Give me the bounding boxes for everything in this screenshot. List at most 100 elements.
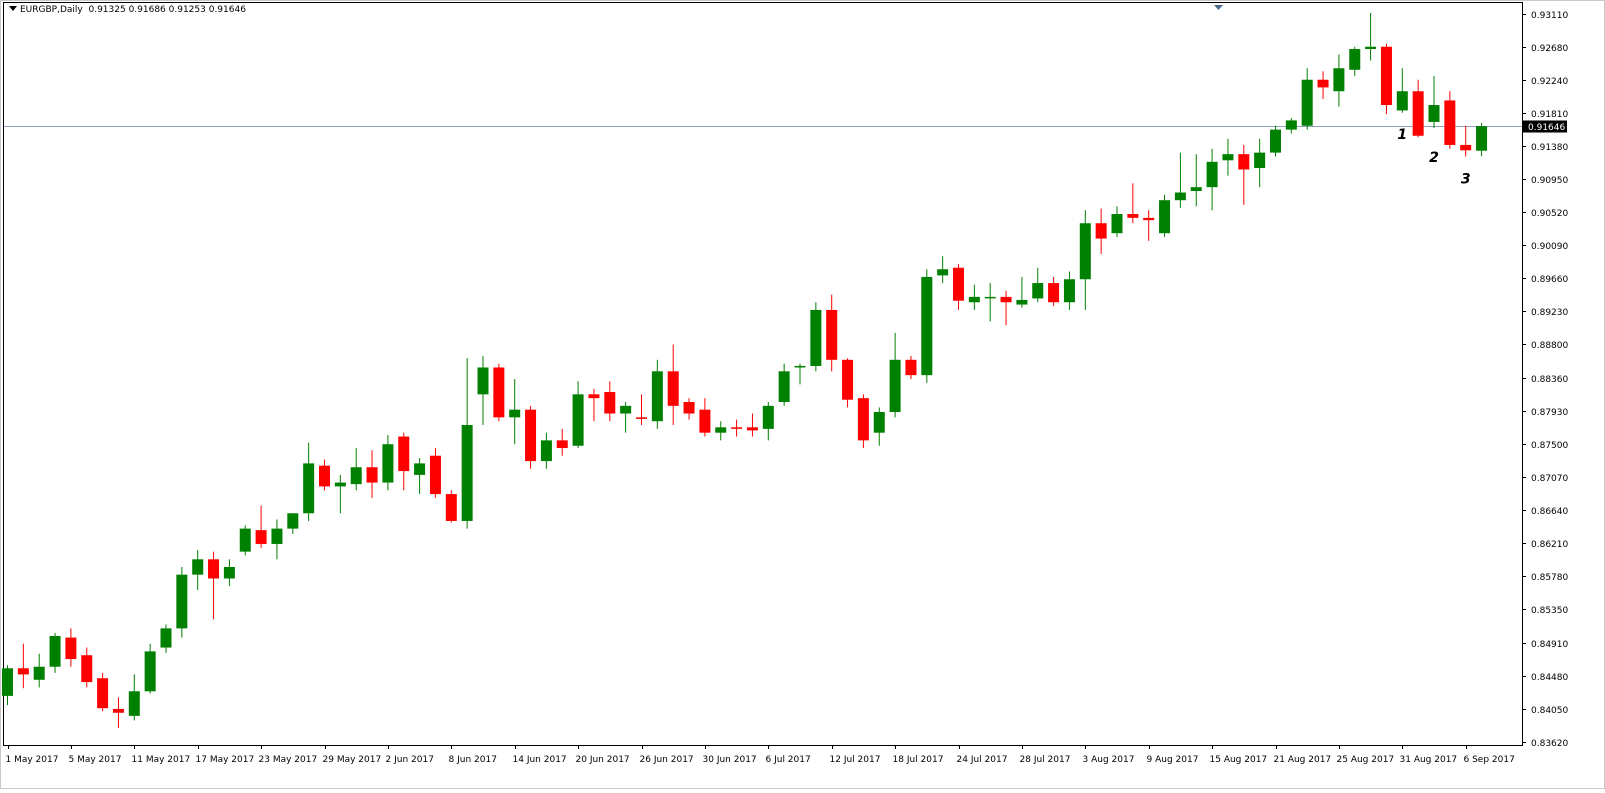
candle[interactable] [303, 442, 315, 521]
candle[interactable] [540, 432, 552, 469]
shift-marker-icon[interactable] [1214, 5, 1223, 10]
candle-body [762, 405, 774, 429]
candle[interactable] [1460, 125, 1472, 157]
candle[interactable] [715, 421, 727, 441]
candle[interactable] [1301, 68, 1313, 130]
candle[interactable] [81, 647, 93, 688]
candle[interactable] [826, 294, 838, 372]
candle[interactable] [1079, 210, 1091, 310]
candle[interactable] [477, 355, 489, 426]
candle[interactable] [461, 358, 473, 529]
candle[interactable] [287, 513, 299, 534]
candle[interactable] [382, 435, 394, 491]
candle[interactable] [636, 394, 647, 426]
dropdown-triangle-icon[interactable] [9, 6, 17, 11]
candle[interactable] [889, 332, 901, 418]
candle[interactable] [873, 407, 885, 446]
candle[interactable] [1000, 290, 1012, 326]
candle[interactable] [1222, 138, 1234, 176]
candle[interactable] [1365, 12, 1377, 61]
candle[interactable] [33, 653, 45, 688]
candle[interactable] [271, 519, 283, 560]
candle[interactable] [1159, 194, 1171, 238]
candle[interactable] [414, 458, 426, 495]
candle[interactable] [1111, 206, 1123, 238]
candle[interactable] [525, 405, 537, 469]
candle[interactable] [1238, 144, 1250, 205]
candle[interactable] [1349, 46, 1361, 76]
candle[interactable] [239, 525, 251, 556]
candle[interactable] [255, 505, 267, 548]
candle[interactable] [953, 263, 964, 310]
candle[interactable] [429, 448, 441, 498]
candle[interactable] [366, 450, 378, 498]
candle[interactable] [699, 398, 711, 437]
candle[interactable] [112, 697, 124, 729]
candle[interactable] [1444, 91, 1456, 149]
candle[interactable] [160, 624, 172, 653]
candle[interactable] [683, 398, 695, 420]
candle[interactable] [509, 378, 521, 445]
candle[interactable] [810, 302, 822, 372]
candle[interactable] [17, 643, 29, 689]
candle[interactable] [857, 394, 869, 449]
candle[interactable] [208, 551, 220, 620]
candle[interactable] [1285, 118, 1297, 134]
candle[interactable] [1063, 271, 1075, 310]
candle[interactable] [1270, 125, 1281, 157]
candle[interactable] [572, 381, 584, 449]
candle[interactable] [921, 269, 933, 383]
candle[interactable] [762, 402, 774, 441]
candle[interactable] [604, 381, 616, 422]
candle[interactable] [984, 283, 996, 322]
candle[interactable] [842, 358, 854, 408]
candle[interactable] [223, 559, 235, 587]
candle[interactable] [319, 459, 330, 491]
candle[interactable] [556, 428, 568, 456]
candle[interactable] [1143, 210, 1155, 241]
candle[interactable] [778, 363, 790, 406]
candle[interactable] [128, 674, 140, 721]
candle[interactable] [1333, 54, 1345, 107]
candle[interactable] [2, 665, 13, 706]
candle[interactable] [49, 632, 61, 673]
candle[interactable] [1190, 154, 1202, 207]
candle[interactable] [667, 344, 679, 426]
candle[interactable] [445, 490, 457, 523]
candle[interactable] [968, 284, 980, 310]
candle[interactable] [1317, 71, 1329, 99]
candle[interactable] [1428, 75, 1440, 129]
candle[interactable] [905, 355, 917, 379]
candle[interactable] [350, 448, 362, 491]
candle[interactable] [1206, 148, 1218, 211]
candle[interactable] [97, 672, 109, 712]
candle[interactable] [1476, 123, 1488, 157]
candle[interactable] [1095, 208, 1107, 254]
candle[interactable] [493, 363, 505, 422]
candle[interactable] [620, 402, 632, 433]
candle[interactable] [1174, 152, 1186, 208]
candle[interactable] [588, 388, 600, 422]
candle[interactable] [1032, 267, 1044, 303]
candle-body [1222, 154, 1234, 161]
candle[interactable] [334, 474, 346, 514]
candle[interactable] [1048, 276, 1060, 307]
candle[interactable] [1016, 276, 1028, 308]
candle[interactable] [398, 432, 410, 491]
candle[interactable] [1412, 79, 1424, 138]
candle[interactable] [746, 413, 758, 437]
candle[interactable] [144, 643, 156, 694]
candle[interactable] [1396, 68, 1408, 113]
candle[interactable] [794, 363, 806, 385]
candle[interactable] [1127, 183, 1139, 224]
candle[interactable] [192, 550, 204, 591]
candle[interactable] [1380, 43, 1392, 115]
candle[interactable] [731, 419, 743, 437]
candle[interactable] [65, 628, 77, 667]
candle[interactable] [176, 566, 188, 638]
candle[interactable] [651, 359, 663, 429]
candle[interactable] [937, 256, 949, 284]
candle[interactable] [1254, 138, 1266, 188]
